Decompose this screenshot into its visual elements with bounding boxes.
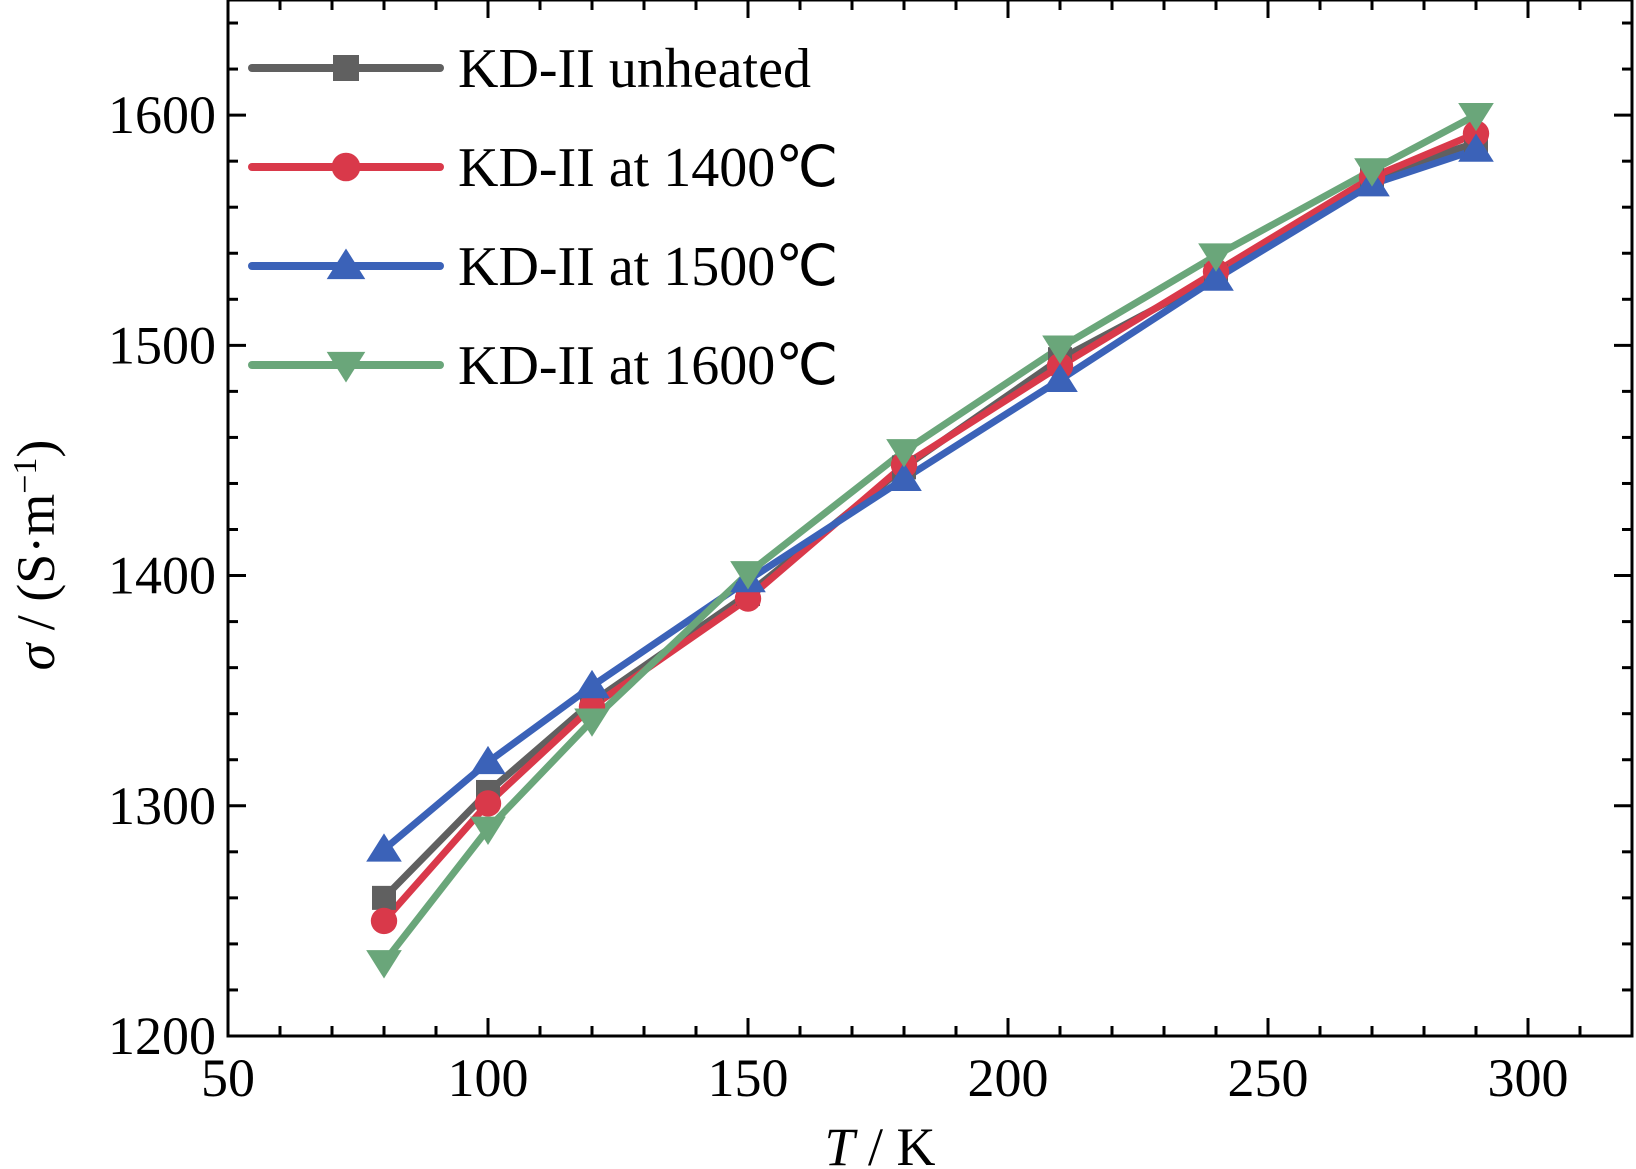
x-tick-label: 250 <box>1228 1048 1309 1108</box>
series-markers <box>366 102 1494 979</box>
axis-ticks <box>226 0 1634 1038</box>
data-point-series-4 <box>1042 335 1078 364</box>
data-point-series-2 <box>370 907 398 935</box>
data-point-series-3 <box>470 745 506 775</box>
y-tick-label: 1300 <box>108 776 216 836</box>
x-tick-label: 50 <box>201 1048 255 1108</box>
legend: KD-II unheated KD-II at 1400℃ KD-II at 150… <box>248 38 838 397</box>
data-point-series-1 <box>372 885 396 910</box>
x-tick-label: 100 <box>448 1048 529 1108</box>
data-point-series-3 <box>574 669 610 699</box>
x-tick-label: 150 <box>708 1048 789 1108</box>
y-tick-label: 1400 <box>108 546 216 606</box>
legend-marker-2 <box>331 152 361 182</box>
data-point-series-4 <box>366 950 402 979</box>
data-point-series-4 <box>470 816 506 845</box>
x-axis-symbol: T <box>824 1117 858 1169</box>
y-axis-unit-exponent: −1 <box>7 458 44 494</box>
y-tick-label: 1200 <box>108 1006 216 1066</box>
y-axis-unit-close: ) <box>6 440 66 458</box>
x-tick-label: 200 <box>968 1048 1049 1108</box>
plot-frame <box>226 0 1634 1038</box>
x-axis-unit: / K <box>855 1117 936 1169</box>
y-tick-label: 1500 <box>108 315 216 375</box>
data-point-series-4 <box>730 561 766 590</box>
data-point-series-4 <box>574 708 610 737</box>
data-point-series-4 <box>886 439 922 468</box>
data-point-series-3 <box>366 833 402 862</box>
x-axis-title: T / K <box>824 1117 935 1169</box>
legend-label-3: KD-II at 1500℃ <box>458 236 838 298</box>
x-tick-label: 300 <box>1488 1048 1569 1108</box>
legend-label-2: KD-II at 1400℃ <box>458 137 838 199</box>
data-point-series-4 <box>1458 102 1494 132</box>
y-tick-label: 1600 <box>108 85 216 145</box>
y-axis-title: σ / (S·m−1) <box>6 440 66 671</box>
legend-label-1: KD-II unheated <box>458 38 811 100</box>
data-point-series-3 <box>886 462 922 492</box>
data-point-series-4 <box>1354 158 1390 187</box>
legend-marker-1 <box>333 55 359 81</box>
data-point-series-3 <box>1042 363 1078 393</box>
legend-label-4: KD-II at 1600℃ <box>458 335 838 397</box>
data-point-series-3 <box>1458 133 1494 162</box>
legend-marker-4 <box>326 351 366 383</box>
y-axis-unit: / (S·m <box>6 494 66 644</box>
data-point-series-4 <box>1198 243 1234 272</box>
data-point-series-2 <box>474 790 502 817</box>
y-axis-symbol: σ <box>6 641 66 670</box>
legend-marker-3 <box>326 248 366 280</box>
tick-labels: 50 100 150 200 250 300 1200 1300 1400 1500 1600 <box>108 85 1569 1108</box>
data-point-series-3 <box>1198 262 1234 291</box>
